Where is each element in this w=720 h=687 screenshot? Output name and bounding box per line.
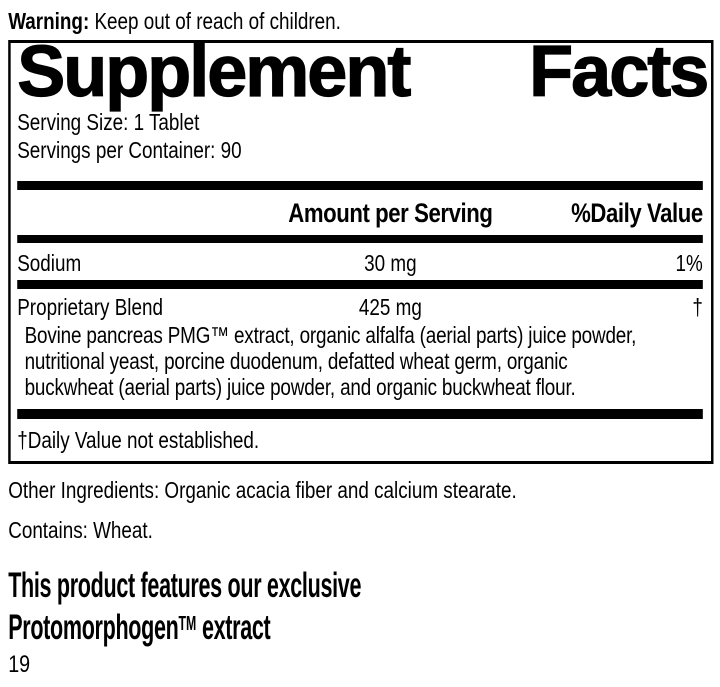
other-ingredients: Other Ingredients: Organic acacia fiber …: [8, 477, 517, 503]
daily-value-footnote: †Daily Value not established.: [17, 427, 260, 453]
nutrient-daily-value: 1%: [675, 250, 703, 276]
blend-description: Bovine pancreas PMG™ extract, organic al…: [17, 322, 703, 400]
nutrient-name: Sodium: [17, 250, 82, 276]
nutrient-row-sodium: Sodium 30 mg 1%: [17, 243, 703, 280]
amount-per-serving-header: Amount per Serving: [288, 198, 493, 228]
blend-description-line: Bovine pancreas PMG™ extract, organic al…: [24, 322, 637, 348]
contains-statement: Contains: Wheat.: [8, 517, 153, 543]
warning-line: Warning: Keep out of reach of children.: [8, 8, 713, 34]
warning-label: Warning:: [8, 8, 90, 34]
nutrient-amount: 425 mg: [358, 294, 422, 320]
thick-rule-above-footnote: [17, 409, 703, 419]
serving-info: Serving Size: 1 Tablet Servings per Cont…: [17, 108, 703, 164]
warning-text: Keep out of reach of children.: [94, 8, 341, 34]
page-number: 19: [8, 651, 31, 678]
thick-rule-under-header: [17, 235, 703, 243]
serving-size: Serving Size: 1 Tablet: [17, 109, 200, 135]
column-header-row: Amount per Serving %Daily Value: [17, 190, 703, 235]
thick-rule-under-sodium: [17, 280, 703, 289]
supplement-facts-panel: Supplement Facts Serving Size: 1 Tablet …: [8, 35, 714, 464]
header-spacer: [17, 200, 263, 227]
feature-product-name: Protomorphogen: [8, 608, 179, 647]
nutrient-amount: 30 mg: [364, 250, 417, 276]
feature-heading: This product features our exclusive Prot…: [8, 566, 537, 647]
supplement-facts-title: Supplement Facts: [17, 32, 710, 112]
nutrient-name: Proprietary Blend: [17, 294, 163, 320]
title-word-facts: Facts: [529, 32, 710, 112]
nutrient-daily-value: †: [692, 294, 703, 320]
daily-value-header: %Daily Value: [571, 198, 703, 228]
title-word-supplement: Supplement: [17, 32, 412, 112]
trademark-superscript: TM: [178, 613, 197, 635]
feature-heading-line2-rest: extract: [201, 608, 271, 647]
servings-per-container: Servings per Container: 90: [17, 137, 242, 163]
nutrient-row-proprietary-blend: Proprietary Blend 425 mg †: [17, 289, 703, 319]
blend-description-line: nutritional yeast, porcine duodenum, def…: [24, 348, 568, 374]
thick-rule-top: [17, 181, 703, 190]
feature-heading-line2: ProtomorphogenTM extract: [8, 605, 537, 647]
feature-heading-line1: This product features our exclusive: [8, 566, 362, 605]
blend-description-line: buckwheat (aerial parts) juice powder, a…: [24, 374, 576, 400]
